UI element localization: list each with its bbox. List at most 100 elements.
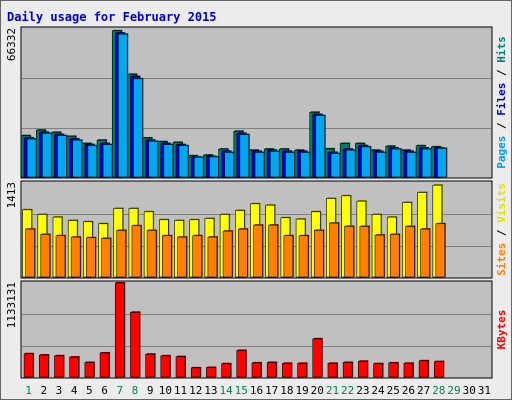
bar (434, 361, 444, 378)
bar (282, 363, 292, 378)
bar-kbytes-day-6 (99, 351, 111, 378)
bar (391, 148, 402, 178)
bar-kbytes-day-7 (114, 282, 126, 378)
panel-background (20, 280, 493, 379)
x-tick-label-day-29: 29 (447, 384, 460, 397)
x-tick-label-day-13: 13 (204, 384, 217, 397)
bar (26, 138, 37, 178)
bar (374, 234, 385, 278)
bar (133, 78, 143, 178)
bar-kbytes-day-18 (282, 362, 293, 378)
x-tick-label-day-10: 10 (159, 384, 172, 397)
x-tick-label-day-3: 3 (56, 384, 63, 397)
series-sites (25, 222, 446, 278)
x-tick-label-day-31: 31 (478, 384, 491, 397)
series-axis-label-part: KBytes (495, 310, 508, 350)
bar (70, 236, 81, 278)
bar (57, 135, 67, 178)
panel-kbytes: 1133131 KBytes (5, 280, 508, 379)
bar-kbytes-day-4 (69, 356, 80, 378)
x-tick-label-day-15: 15 (235, 384, 248, 397)
bar (86, 237, 96, 278)
series-axis-label-part: / (495, 223, 508, 243)
bar (38, 354, 49, 378)
bar-pages-day-1 (26, 138, 38, 178)
bar (358, 360, 368, 378)
bar-sites-day-18 (283, 234, 294, 278)
bar (163, 144, 174, 178)
bar-sites-day-26 (405, 225, 416, 278)
bar (269, 151, 280, 178)
bar-kbytes-day-16 (251, 361, 262, 378)
bar (99, 352, 110, 378)
bar-pages-day-14 (224, 151, 235, 178)
bar-sites-day-1 (25, 228, 36, 278)
bar-pages-day-27 (421, 148, 433, 178)
bar-pages-day-24 (376, 151, 387, 178)
x-tick-label-day-23: 23 (356, 384, 369, 397)
bar (224, 152, 234, 178)
bar (389, 234, 400, 278)
bar-kbytes-day-19 (297, 362, 308, 378)
bar (114, 282, 125, 378)
bar-kbytes-day-22 (342, 361, 354, 378)
bar-pages-day-18 (285, 151, 296, 178)
bar (102, 144, 113, 178)
panel-pages-files-hits: 66332 Pages / Files / Hits (5, 26, 508, 179)
x-tick-label-day-11: 11 (174, 384, 187, 397)
bar (178, 145, 189, 178)
bar-sites-day-2 (40, 233, 51, 278)
bar-sites-day-28 (435, 222, 446, 278)
bar-kbytes-day-17 (266, 361, 278, 378)
x-tick-label-day-1: 1 (25, 384, 32, 397)
series-axis-label: Pages / Files / Hits (495, 36, 508, 169)
bar-pages-day-22 (345, 149, 357, 178)
bar-pages-day-12 (193, 156, 205, 178)
bar (117, 33, 128, 178)
bar (405, 226, 415, 278)
bar-sites-day-27 (420, 228, 431, 278)
bar-kbytes-day-3 (54, 354, 65, 378)
bar (342, 362, 353, 378)
series-axis-label-part: Hits (495, 36, 508, 63)
bar (41, 133, 52, 178)
bar (329, 222, 339, 278)
y-max-label: 66332 (5, 28, 18, 61)
y-max-label: 1413 (5, 182, 18, 209)
bar (23, 353, 34, 378)
bar-sites-day-14 (222, 230, 234, 278)
bar (313, 230, 324, 278)
bar (162, 235, 172, 278)
bar-kbytes-day-10 (160, 354, 171, 378)
bar (283, 235, 294, 278)
x-tick-label-day-28: 28 (432, 384, 445, 397)
bar-sites-day-12 (192, 234, 203, 278)
bar (177, 236, 187, 278)
bar (238, 228, 248, 278)
x-tick-label-day-5: 5 (86, 384, 93, 397)
bar-kbytes-day-8 (130, 311, 141, 378)
bar-pages-day-9 (148, 140, 159, 178)
series-axis-label: Sites / Visits (495, 183, 508, 276)
x-tick-label-day-21: 21 (326, 384, 339, 397)
bar (40, 234, 51, 278)
x-tick-label-day-27: 27 (417, 384, 430, 397)
bar-sites-day-8 (131, 224, 142, 278)
bar (421, 148, 432, 178)
bar-kbytes-day-14 (221, 362, 232, 378)
bar-kbytes-day-15 (236, 349, 247, 378)
bar (190, 367, 201, 378)
bar-sites-day-5 (86, 236, 97, 278)
x-tick-label-day-19: 19 (295, 384, 308, 397)
bar (207, 236, 218, 278)
x-axis-labels: 1 2 3 4 5 6 7 8 9 10 11 12 13 14 15 16 17 18 19 20 21 22 23 24 2… (25, 384, 491, 397)
bar-pages-day-10 (163, 143, 174, 178)
bar (130, 311, 140, 378)
bar-sites-day-17 (268, 224, 279, 278)
bar (403, 363, 414, 378)
bar-sites-day-22 (344, 225, 355, 278)
bar (285, 152, 295, 178)
x-tick-label-day-18: 18 (280, 384, 293, 397)
bar-pages-day-6 (102, 143, 114, 178)
